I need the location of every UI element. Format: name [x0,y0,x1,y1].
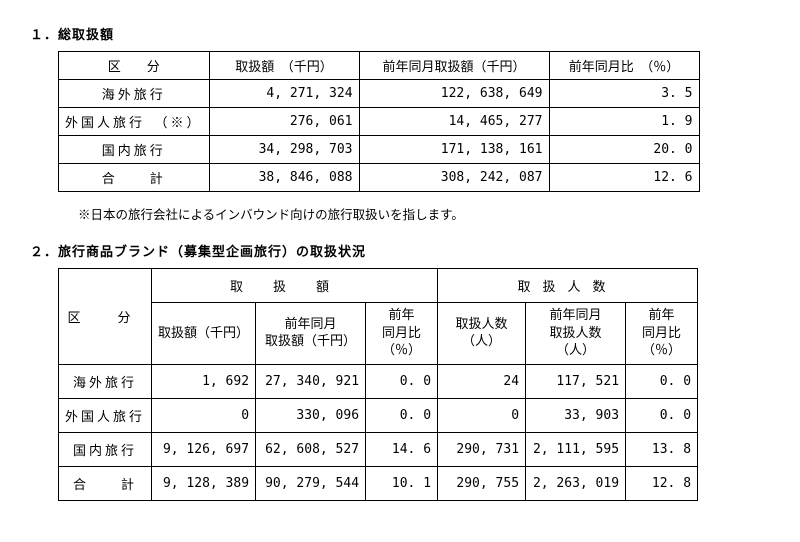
section1-title: １．総取扱額 [30,24,770,43]
col-amount-ratio: 前年同月比（％） [366,303,438,365]
cell-prev-people: 2, 263, 019 [526,466,626,500]
cell-amount: 0 [152,398,256,432]
table-row: 海外旅行4, 271, 324122, 638, 6493. 5 [59,80,700,108]
cell-prev-amount: 330, 096 [256,398,366,432]
cell-category: 国内旅行 [59,136,210,164]
cell-category: 合 計 [59,164,210,192]
cell-prev-people: 2, 111, 595 [526,432,626,466]
cell-prev-amount: 90, 279, 544 [256,466,366,500]
col-prev-amount: 前年同月取扱額（千円） [359,52,549,80]
table-row: 合 計38, 846, 088308, 242, 08712. 6 [59,164,700,192]
group-people: 取扱人数 [438,269,698,303]
col-category: 区 分 [59,52,210,80]
cell-ratio: 12. 6 [549,164,699,192]
cell-people: 290, 731 [438,432,526,466]
cell-prev-amount: 308, 242, 087 [359,164,549,192]
table-row: 海外旅行1, 69227, 340, 9210. 024117, 5210. 0 [59,364,698,398]
cell-category: 外国人旅行 （※） [59,108,210,136]
col-amount: 取扱額（千円） [152,303,256,365]
col-people-ratio: 前年同月比（％） [626,303,698,365]
cell-prev-people: 117, 521 [526,364,626,398]
table-brand-handling: 区 分 取扱額 取扱人数 取扱額（千円） 前年同月取扱額（千円） 前年同月比（％… [58,268,698,501]
cell-prev-amount: 62, 608, 527 [256,432,366,466]
cell-prev-people: 33, 903 [526,398,626,432]
col-prev-people: 前年同月取扱人数（人） [526,303,626,365]
cell-category: 外国人旅行 [59,398,152,432]
cell-people: 24 [438,364,526,398]
cell-prev-amount: 14, 465, 277 [359,108,549,136]
cell-people: 290, 755 [438,466,526,500]
table-row: 外国人旅行 （※）276, 06114, 465, 2771. 9 [59,108,700,136]
table-row: 外国人旅行0330, 0960. 0033, 9030. 0 [59,398,698,432]
cell-category: 国内旅行 [59,432,152,466]
cell-amount-ratio: 0. 0 [366,364,438,398]
cell-amount-ratio: 14. 6 [366,432,438,466]
col-people: 取扱人数（人） [438,303,526,365]
cell-ratio: 3. 5 [549,80,699,108]
cell-ratio: 1. 9 [549,108,699,136]
cell-category: 合 計 [59,466,152,500]
cell-category: 海外旅行 [59,80,210,108]
cell-amount: 1, 692 [152,364,256,398]
cell-people-ratio: 13. 8 [626,432,698,466]
cell-amount-ratio: 10. 1 [366,466,438,500]
col-category: 区 分 [59,269,152,365]
col-ratio: 前年同月比 （％） [549,52,699,80]
col-amount: 取扱額 （千円） [209,52,359,80]
cell-amount: 9, 126, 697 [152,432,256,466]
cell-amount-ratio: 0. 0 [366,398,438,432]
cell-people-ratio: 12. 8 [626,466,698,500]
cell-prev-amount: 27, 340, 921 [256,364,366,398]
cell-category: 海外旅行 [59,364,152,398]
cell-amount: 276, 061 [209,108,359,136]
cell-people-ratio: 0. 0 [626,398,698,432]
table-total-handling: 区 分 取扱額 （千円） 前年同月取扱額（千円） 前年同月比 （％） 海外旅行4… [58,51,700,192]
cell-prev-amount: 122, 638, 649 [359,80,549,108]
group-amount: 取扱額 [152,269,438,303]
cell-people-ratio: 0. 0 [626,364,698,398]
section2-title: ２．旅行商品ブランド（募集型企画旅行）の取扱状況 [30,241,770,260]
col-prev-amount: 前年同月取扱額（千円） [256,303,366,365]
cell-amount: 9, 128, 389 [152,466,256,500]
cell-people: 0 [438,398,526,432]
section1-footnote: ※日本の旅行会社によるインバウンド向けの旅行取扱いを指します。 [78,204,770,223]
cell-ratio: 20. 0 [549,136,699,164]
cell-amount: 34, 298, 703 [209,136,359,164]
table-row: 国内旅行34, 298, 703171, 138, 16120. 0 [59,136,700,164]
table2-body: 海外旅行1, 69227, 340, 9210. 024117, 5210. 0… [59,364,698,500]
cell-amount: 4, 271, 324 [209,80,359,108]
table-row: 合 計9, 128, 38990, 279, 54410. 1290, 7552… [59,466,698,500]
cell-prev-amount: 171, 138, 161 [359,136,549,164]
table1-body: 海外旅行4, 271, 324122, 638, 6493. 5外国人旅行 （※… [59,80,700,192]
table-row: 国内旅行9, 126, 69762, 608, 52714. 6290, 731… [59,432,698,466]
cell-amount: 38, 846, 088 [209,164,359,192]
